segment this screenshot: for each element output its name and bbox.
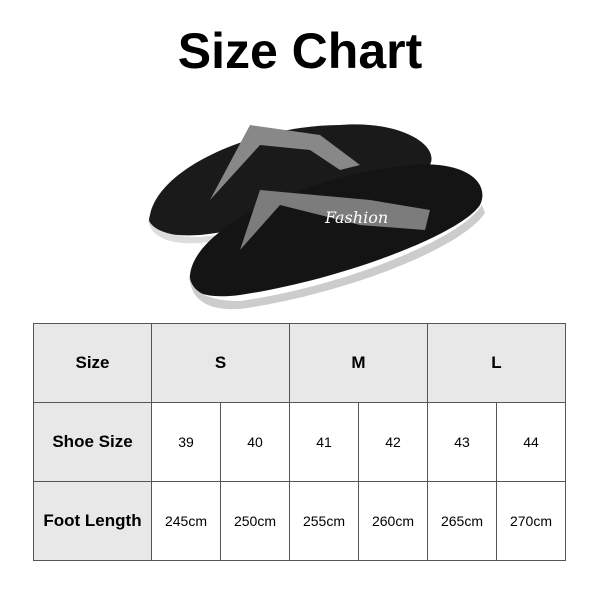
- flip-flop-product-image: Fashion: [148, 124, 485, 310]
- size-s: S: [151, 323, 290, 403]
- shoe-size-cell: 44: [496, 402, 566, 482]
- table-row-shoe-size: Shoe Size 39 40 41 42 43 44: [33, 402, 566, 482]
- brand-text: Fashion: [324, 208, 388, 227]
- front-sandal: Fashion: [189, 164, 485, 310]
- row-label-shoe-size: Shoe Size: [33, 402, 152, 482]
- page-title: Size Chart: [177, 23, 423, 79]
- shoe-size-cell: 40: [220, 402, 290, 482]
- shoe-size-cell: 39: [151, 402, 221, 482]
- size-l: L: [427, 323, 566, 403]
- shoe-size-cell: 43: [427, 402, 497, 482]
- table-row-foot-length: Foot Length 245cm 250cm 255cm 260cm 265c…: [33, 481, 566, 561]
- row-label-size: Size: [33, 323, 152, 403]
- foot-length-cell: 260cm: [358, 481, 428, 561]
- back-sandal: [148, 124, 435, 244]
- foot-length-cell: 265cm: [427, 481, 497, 561]
- table-row-size: Size S M L: [33, 323, 566, 403]
- size-m: M: [289, 323, 428, 403]
- foot-length-cell: 255cm: [289, 481, 359, 561]
- size-chart-table: Size S M L Shoe Size 39 40 41 42 43 44 F…: [33, 323, 566, 561]
- foot-length-cell: 270cm: [496, 481, 566, 561]
- shoe-size-cell: 41: [289, 402, 359, 482]
- shoe-size-cell: 42: [358, 402, 428, 482]
- row-label-foot-length: Foot Length: [33, 481, 152, 561]
- foot-length-cell: 250cm: [220, 481, 290, 561]
- foot-length-cell: 245cm: [151, 481, 221, 561]
